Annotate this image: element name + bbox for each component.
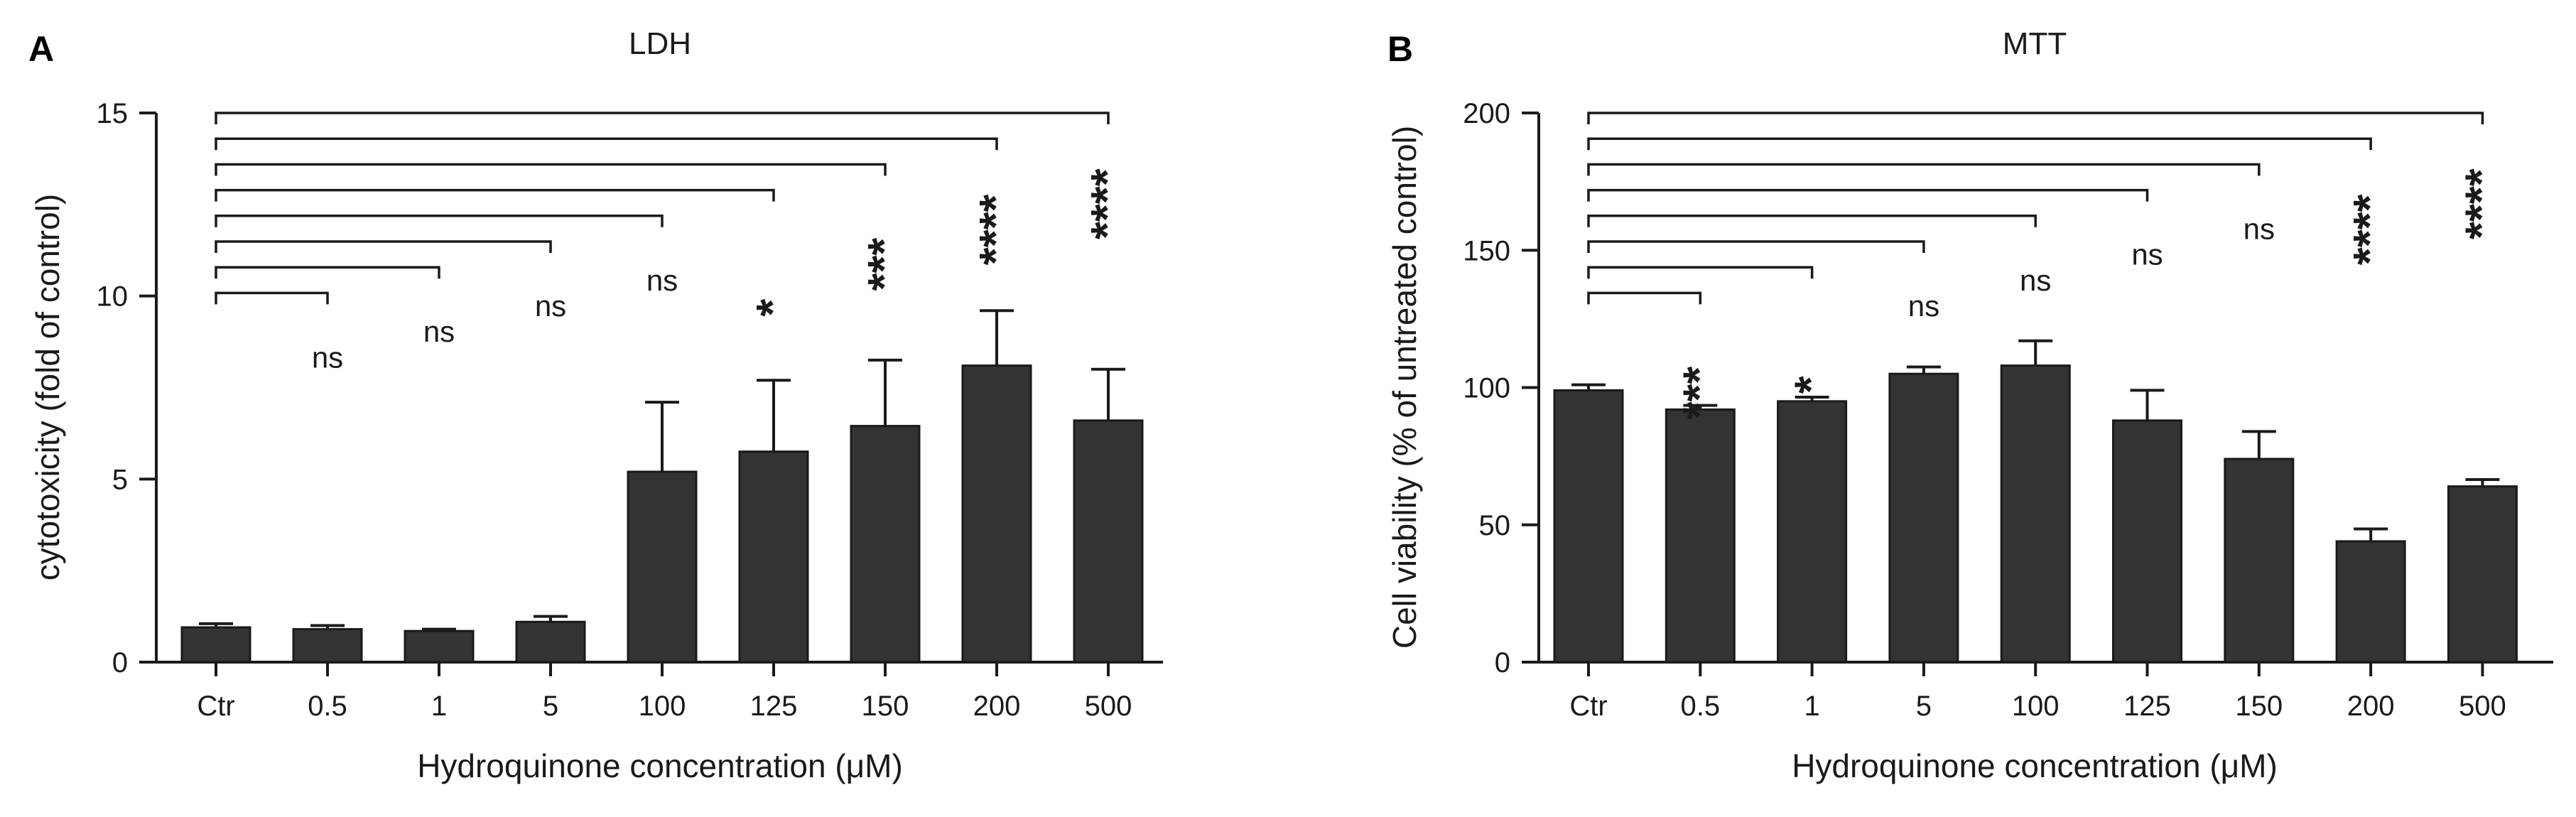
- panel-a-x-tick-label: 5: [543, 691, 558, 722]
- panel-a-bar-5: [515, 620, 586, 664]
- panel-b-bracket-100: [1587, 215, 2037, 227]
- panel-b-sig-label-500: ****: [2455, 168, 2506, 239]
- panel-b-y-tick-label: 50: [1479, 510, 1511, 541]
- panel-b-y-tick-label: 100: [1463, 373, 1510, 404]
- panel-a-x-tick-label: 150: [862, 691, 909, 722]
- panel-b-x-tick-label: 500: [2459, 691, 2506, 722]
- panel-a-bracket-150: [215, 163, 887, 176]
- panel-b-bracket-200: [1587, 137, 2372, 151]
- panel-a-label: A: [28, 29, 54, 69]
- panel-b-title: MTT: [2003, 26, 2067, 61]
- panel-b-bracket-125: [1587, 188, 2149, 202]
- panel-a-x-tick-label: 125: [750, 691, 798, 722]
- panel-a-x-tick-label: 200: [973, 691, 1021, 722]
- panel-a-sig-label-500: ****: [1081, 168, 1132, 239]
- panel-a-bar-Ctr: [180, 626, 251, 664]
- panel-b-bar-100: [2000, 364, 2071, 664]
- panel-a-bar-0.5: [292, 628, 363, 664]
- panel-a: A LDH cytotoxicity (fold of control) Hyd…: [28, 26, 1163, 784]
- panel-a-y-tick-label: 0: [112, 647, 128, 678]
- panel-a-sig-label-125: *: [747, 299, 798, 317]
- panel-b-y-tick-label: 0: [1495, 647, 1510, 678]
- panel-b-x-tick-label: 200: [2347, 691, 2395, 722]
- panel-b: B MTT Cell viability (% of untreated con…: [1386, 26, 2553, 784]
- panel-b-bracket-5: [1587, 240, 1925, 253]
- panel-b-bar-0.5: [1665, 408, 1736, 664]
- panel-b-y-label: Cell viability (% of untreated control): [1386, 126, 1423, 649]
- panel-a-x-tick-label: 1: [431, 691, 447, 722]
- panel-b-bar-150: [2224, 458, 2295, 664]
- panel-a-y-tick-label: 5: [112, 464, 128, 495]
- panel-b-bracket-0.5: [1587, 291, 1702, 305]
- panel-a-bracket-200: [215, 137, 998, 151]
- panel-a-bracket-0.5: [215, 291, 329, 305]
- panel-b-label: B: [1387, 29, 1413, 69]
- panel-a-sig-label-100: ns: [646, 264, 678, 297]
- panel-a-bracket-5: [215, 240, 552, 253]
- panel-b-x-tick-label: 100: [2012, 691, 2060, 722]
- panel-a-bar-1: [404, 629, 475, 664]
- panel-b-y-tick-label: 200: [1463, 98, 1510, 129]
- panel-a-bar-500: [1073, 419, 1144, 664]
- panel-a-sig-label-5: ns: [535, 289, 566, 323]
- panel-a-bar-200: [961, 364, 1032, 664]
- panel-a-bracket-100: [215, 215, 664, 227]
- panel-b-x-ticks: Ctr 0.5 1 5 100 125 150 200 500: [1569, 662, 2506, 722]
- panel-b-x-tick-label: 125: [2123, 691, 2171, 722]
- panel-a-sig-label-1: ns: [423, 315, 455, 348]
- panel-a-bar-100: [627, 470, 698, 664]
- panel-b-bar-1: [1777, 400, 1848, 664]
- panel-a-x-label: Hydroquinone concentration (μM): [417, 747, 903, 784]
- panel-a-sig-label-0.5: ns: [312, 340, 343, 374]
- panel-a-x-tick-label: 0.5: [308, 691, 347, 722]
- panel-a-sig-label-200: ****: [970, 194, 1021, 265]
- panel-a-y-tick-label: 10: [97, 281, 129, 313]
- panel-a-y-tick-label: 15: [97, 98, 129, 129]
- panel-b-bracket-1: [1587, 266, 1814, 279]
- panel-b-x-tick-label: 5: [1916, 691, 1932, 722]
- panel-b-x-label: Hydroquinone concentration (μM): [1792, 747, 2278, 784]
- panel-b-bracket-150: [1587, 163, 2261, 176]
- panel-a-y-label: cytotoxicity (fold of control): [29, 194, 66, 581]
- panel-b-sig-label-150: ns: [2244, 212, 2275, 245]
- panel-b-sig-label-100: ns: [2020, 264, 2051, 297]
- panel-a-y-ticks: 0 5 10 15: [97, 98, 156, 678]
- panel-a-bar-125: [738, 450, 809, 664]
- panel-b-bars: [1553, 339, 2518, 664]
- panel-a-x-ticks: Ctr 0.5 1 5 100 125 150 200 500: [197, 662, 1132, 722]
- panel-b-y-ticks: 0 50 100 150 200: [1463, 98, 1539, 678]
- panel-b-sig-label-125: ns: [2131, 238, 2163, 271]
- panel-b-bar-125: [2112, 419, 2182, 664]
- panel-a-bars: [180, 309, 1144, 664]
- panel-b-bar-200: [2335, 540, 2406, 664]
- panel-a-x-tick-label: 500: [1085, 691, 1132, 722]
- panel-b-y-tick-label: 150: [1463, 235, 1510, 266]
- panel-b-x-tick-label: 150: [2235, 691, 2283, 722]
- panel-b-bar-500: [2447, 485, 2518, 664]
- panel-b-bracket-500: [1587, 112, 2484, 124]
- panel-b-sig-label-1: *: [1785, 376, 1836, 394]
- panel-b-x-tick-label: Ctr: [1569, 691, 1607, 722]
- panel-a-x-tick-label: 100: [639, 691, 686, 722]
- panel-b-x-tick-label: 1: [1804, 691, 1819, 722]
- panel-a-bracket-1: [215, 266, 440, 279]
- panel-a-x-tick-label: Ctr: [197, 691, 234, 722]
- panel-b-x-tick-label: 0.5: [1680, 691, 1720, 722]
- panel-b-bar-Ctr: [1553, 389, 1624, 664]
- panel-b-bar-5: [1888, 372, 1959, 664]
- panel-a-bracket-500: [215, 112, 1110, 124]
- panel-a-title: LDH: [629, 26, 691, 61]
- panel-a-bracket-125: [215, 188, 775, 202]
- panel-b-sig-label-200: ****: [2344, 194, 2395, 265]
- panel-b-sig-label-0.5: ***: [1673, 367, 1724, 420]
- panel-a-bar-150: [850, 425, 921, 664]
- panel-b-sig-label-5: ns: [1908, 289, 1939, 323]
- panel-a-sig-label-150: ***: [858, 238, 909, 291]
